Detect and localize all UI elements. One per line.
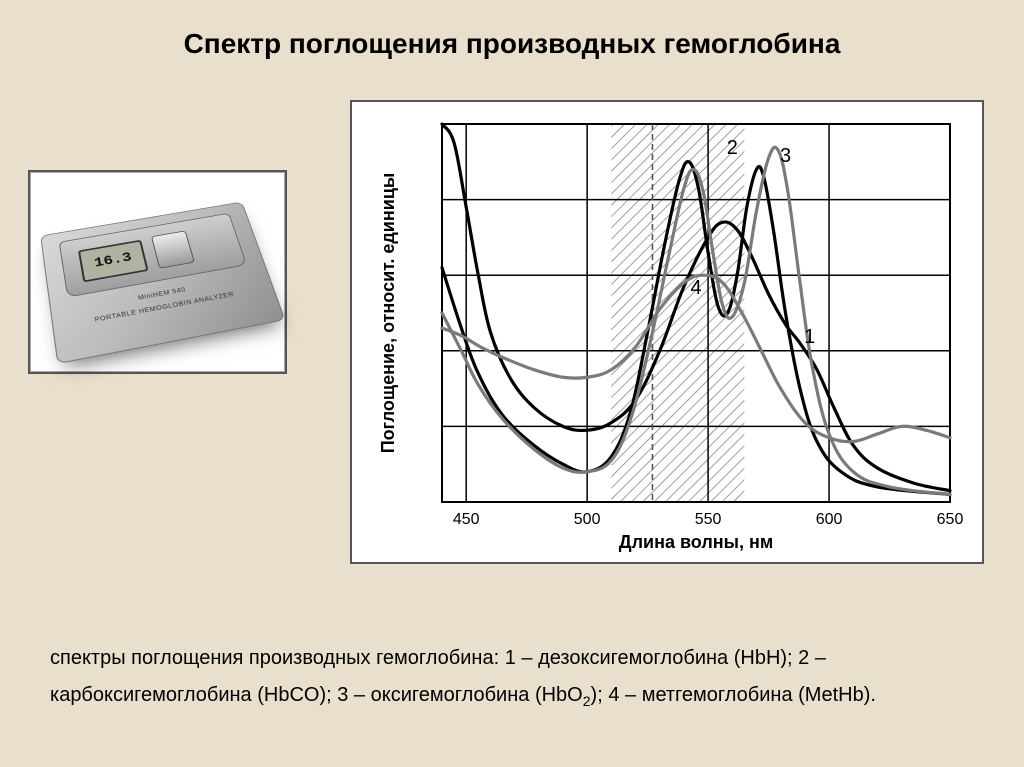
chart-svg: 1 2 3 4 450 500 550 600 650 Длина волны, нм Поглощ… [352,102,982,562]
device-knob [151,231,195,269]
x-tick-label: 450 [453,511,480,528]
y-axis-label: Поглощение, относит. единицы [378,173,398,454]
device-photo: 16.3 MiniHEM 540 PORTABLE HEMOGLOBIN ANA… [28,170,287,374]
series-annot-2: 2 [727,137,738,159]
caption-item-4: 4 – метгемоглобина (MetHb). [608,684,876,706]
caption-item-1: 1 – дезоксигемоглобина (HbH); [505,647,798,669]
slide: Спектр поглощения производных гемоглобин… [0,0,1024,767]
caption-item-3: 3 – оксигемоглобина (HbO2); [337,684,608,706]
slide-title: Спектр поглощения производных гемоглобин… [0,28,1024,60]
x-tick-label: 550 [695,511,722,528]
absorption-chart: 1 2 3 4 450 500 550 600 650 Длина волны, нм Поглощ… [350,100,984,564]
x-tick-label: 500 [574,511,601,528]
series-annot-3: 3 [780,145,791,167]
chart-caption: спектры поглощения производных гемоглоби… [50,640,974,715]
device-body: 16.3 MiniHEM 540 PORTABLE HEMOGLOBIN ANA… [40,202,285,365]
caption-prefix: спектры поглощения производных гемоглоби… [50,647,505,669]
device-lcd: 16.3 [78,240,149,283]
x-tick-label: 650 [937,511,964,528]
series-annot-1: 1 [804,326,815,348]
x-axis-label: Длина волны, нм [619,532,773,552]
series-annot-4: 4 [690,277,701,299]
x-tick-label: 600 [816,511,843,528]
